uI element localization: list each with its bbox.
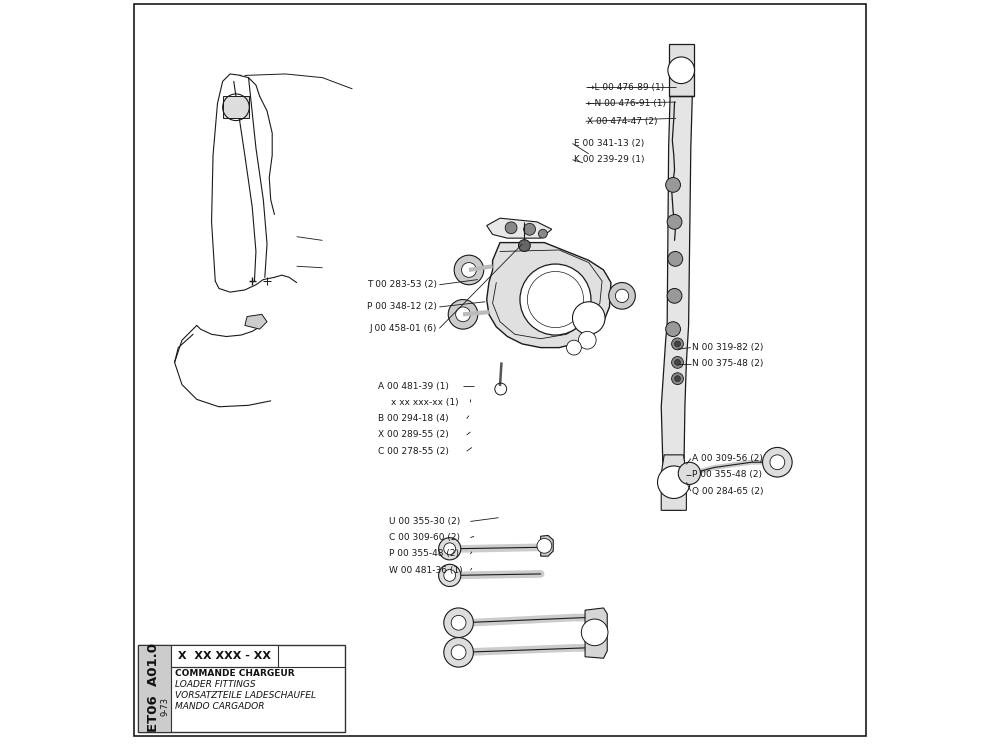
Circle shape [675, 341, 680, 347]
Text: COMMANDE CHARGEUR: COMMANDE CHARGEUR [175, 669, 294, 678]
Circle shape [518, 240, 530, 251]
Circle shape [658, 466, 690, 498]
Polygon shape [585, 608, 607, 658]
Circle shape [609, 283, 635, 310]
Circle shape [672, 373, 683, 385]
Circle shape [678, 462, 700, 484]
Circle shape [524, 223, 536, 235]
Text: MANDO CARGADOR: MANDO CARGADOR [175, 702, 264, 711]
Text: ET06  A01.0: ET06 A01.0 [147, 644, 160, 732]
Circle shape [668, 251, 683, 266]
Text: J 00 458-01 (6): J 00 458-01 (6) [370, 324, 437, 333]
Text: X  XX XXX - XX: X XX XXX - XX [178, 651, 271, 661]
Circle shape [675, 359, 680, 365]
Text: U 00 355-30 (2): U 00 355-30 (2) [389, 517, 460, 526]
Circle shape [672, 356, 683, 368]
Polygon shape [245, 314, 267, 329]
Circle shape [456, 307, 470, 321]
Polygon shape [138, 645, 345, 732]
Text: →L 00 476-89 (1): →L 00 476-89 (1) [587, 83, 665, 92]
Text: X 00 289-55 (2): X 00 289-55 (2) [378, 430, 449, 440]
Text: P 00 348-12 (2): P 00 348-12 (2) [367, 302, 437, 312]
Text: W 00 481-36 (1): W 00 481-36 (1) [389, 565, 463, 574]
Polygon shape [669, 45, 694, 96]
Circle shape [454, 255, 484, 285]
Circle shape [451, 645, 466, 660]
Text: A 00 309-56 (2): A 00 309-56 (2) [692, 454, 763, 463]
Polygon shape [223, 96, 249, 118]
Circle shape [520, 264, 591, 335]
Text: P 00 355-48 (2): P 00 355-48 (2) [389, 550, 459, 559]
Circle shape [538, 229, 547, 238]
Circle shape [763, 447, 792, 477]
Circle shape [448, 300, 478, 329]
Text: E 00 341-13 (2): E 00 341-13 (2) [574, 139, 644, 148]
Text: T 00 283-53 (2): T 00 283-53 (2) [367, 280, 437, 289]
Circle shape [672, 338, 683, 350]
Text: Q 00 284-65 (2): Q 00 284-65 (2) [692, 487, 764, 496]
Circle shape [444, 638, 473, 667]
Circle shape [666, 178, 680, 192]
Circle shape [667, 289, 682, 304]
Polygon shape [487, 218, 552, 238]
Circle shape [581, 619, 608, 646]
Circle shape [439, 538, 461, 560]
Circle shape [451, 615, 466, 630]
Circle shape [615, 289, 629, 303]
Polygon shape [541, 536, 553, 557]
Circle shape [770, 455, 785, 469]
Circle shape [567, 340, 581, 355]
Text: LOADER FITTINGS: LOADER FITTINGS [175, 679, 255, 689]
Circle shape [537, 539, 552, 554]
Circle shape [668, 57, 695, 83]
Polygon shape [138, 645, 171, 732]
Text: C 00 309-60 (2): C 00 309-60 (2) [389, 533, 460, 542]
Polygon shape [661, 455, 686, 510]
Text: K 00 239-29 (1): K 00 239-29 (1) [574, 155, 644, 164]
Circle shape [578, 331, 596, 349]
Circle shape [444, 608, 473, 638]
Text: N 00 319-82 (2): N 00 319-82 (2) [692, 343, 764, 352]
Polygon shape [171, 645, 278, 667]
Text: X 00 474-47 (2): X 00 474-47 (2) [587, 117, 658, 126]
Text: A 00 481-39 (1): A 00 481-39 (1) [378, 382, 449, 391]
Circle shape [444, 543, 456, 555]
Text: P 00 355-48 (2): P 00 355-48 (2) [692, 470, 762, 479]
Text: 9-73: 9-73 [160, 697, 169, 716]
Circle shape [572, 302, 605, 334]
Text: C 00 278-55 (2): C 00 278-55 (2) [378, 446, 449, 455]
Text: B 00 294-18 (4): B 00 294-18 (4) [378, 414, 449, 423]
Circle shape [462, 263, 476, 278]
Circle shape [675, 376, 680, 382]
Text: N 00 375-48 (2): N 00 375-48 (2) [692, 359, 764, 368]
Text: x xx xxx-xx (1): x xx xxx-xx (1) [391, 398, 458, 407]
Circle shape [667, 214, 682, 229]
Text: VORSATZTEILE LADESCHAUFEL: VORSATZTEILE LADESCHAUFEL [175, 690, 316, 699]
Polygon shape [661, 74, 692, 510]
Text: ←N 00 476-91 (1): ←N 00 476-91 (1) [587, 99, 666, 108]
Circle shape [505, 222, 517, 234]
Polygon shape [487, 243, 611, 347]
Circle shape [666, 321, 680, 336]
Circle shape [439, 564, 461, 586]
Circle shape [444, 569, 456, 581]
